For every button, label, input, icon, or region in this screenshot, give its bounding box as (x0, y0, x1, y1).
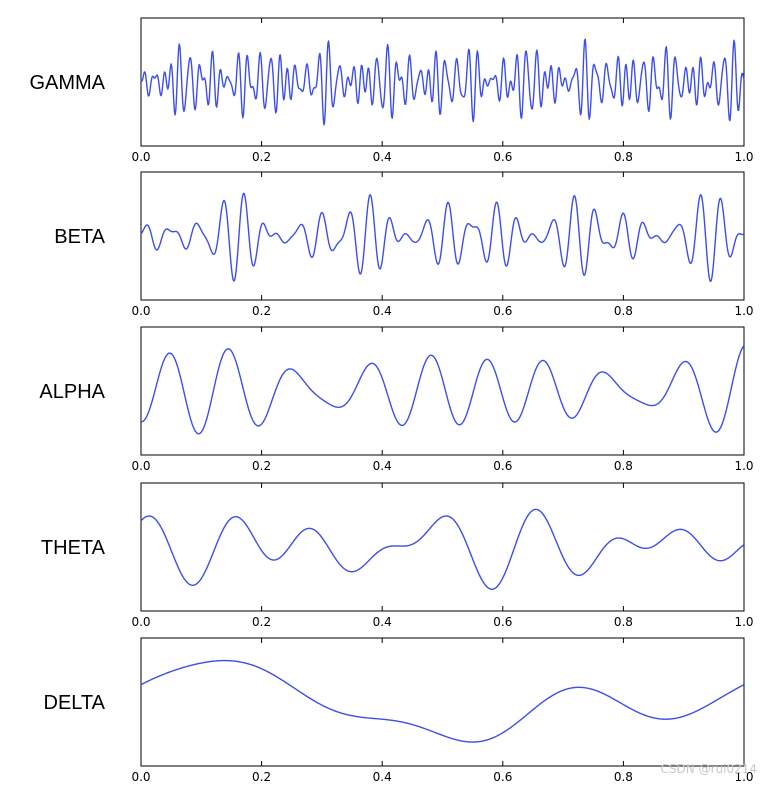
x-tick-label: 0.4 (373, 150, 392, 164)
x-tick-label: 0.2 (252, 615, 271, 629)
chart-gamma: GAMMA 0.0 0.2 0.4 0.6 0.8 1.0 (29, 17, 754, 164)
signal-line (140, 345, 745, 435)
watermark-text: CSDN @rui0214 (660, 762, 757, 776)
x-tick-label: 0.4 (373, 304, 392, 318)
x-tick-label: 0.6 (493, 615, 512, 629)
chart-delta: DELTA 0.0 0.2 0.4 0.6 0.8 1.0 (44, 637, 754, 784)
x-tick-label: 0.2 (252, 770, 271, 784)
x-tick-label: 0.8 (614, 615, 633, 629)
x-tick-label: 0.6 (493, 770, 512, 784)
x-tick-label: 0.4 (373, 459, 392, 473)
band-label: GAMMA (29, 72, 105, 94)
plot-frame (140, 637, 745, 767)
chart-theta: THETA 0.0 0.2 0.4 0.6 0.8 1.0 (41, 482, 754, 629)
x-tick-label: 1.0 (734, 615, 753, 629)
x-tick-label: 0.6 (493, 304, 512, 318)
band-label: DELTA (44, 692, 106, 714)
x-tick-label: 0.4 (373, 615, 392, 629)
x-tick-label: 0.6 (493, 459, 512, 473)
chart-beta: BETA 0.0 0.2 0.4 0.6 0.8 1.0 (54, 171, 754, 318)
band-label: BETA (54, 226, 105, 248)
x-tick-label: 1.0 (734, 304, 753, 318)
x-tick-label: 0.8 (614, 459, 633, 473)
x-tick-label: 0.2 (252, 459, 271, 473)
band-label: ALPHA (39, 381, 105, 403)
x-tick-label: 0.4 (373, 770, 392, 784)
plot-frame (140, 17, 745, 147)
x-tick-label: 0.0 (131, 304, 150, 318)
x-tick-label: 0.0 (131, 150, 150, 164)
x-tick-label: 0.2 (252, 150, 271, 164)
plot-frame (140, 171, 745, 301)
x-tick-label: 0.0 (131, 615, 150, 629)
plot-frame (140, 482, 745, 612)
x-tick-label: 0.8 (614, 150, 633, 164)
signal-line (140, 38, 745, 126)
x-tick-label: 1.0 (734, 150, 753, 164)
x-tick-label: 0.2 (252, 304, 271, 318)
x-tick-label: 0.6 (493, 150, 512, 164)
band-label: THETA (41, 537, 106, 559)
signal-line (140, 508, 745, 590)
plot-frame (140, 326, 745, 456)
x-tick-label: 1.0 (734, 770, 753, 784)
x-tick-label: 0.0 (131, 459, 150, 473)
x-tick-label: 0.8 (614, 304, 633, 318)
x-tick-label: 0.0 (131, 770, 150, 784)
x-tick-label: 0.8 (614, 770, 633, 784)
signal-line (140, 659, 745, 743)
chart-alpha: ALPHA 0.0 0.2 0.4 0.6 0.8 1.0 (39, 326, 754, 473)
x-tick-label: 1.0 (734, 459, 753, 473)
signal-line (140, 192, 745, 283)
